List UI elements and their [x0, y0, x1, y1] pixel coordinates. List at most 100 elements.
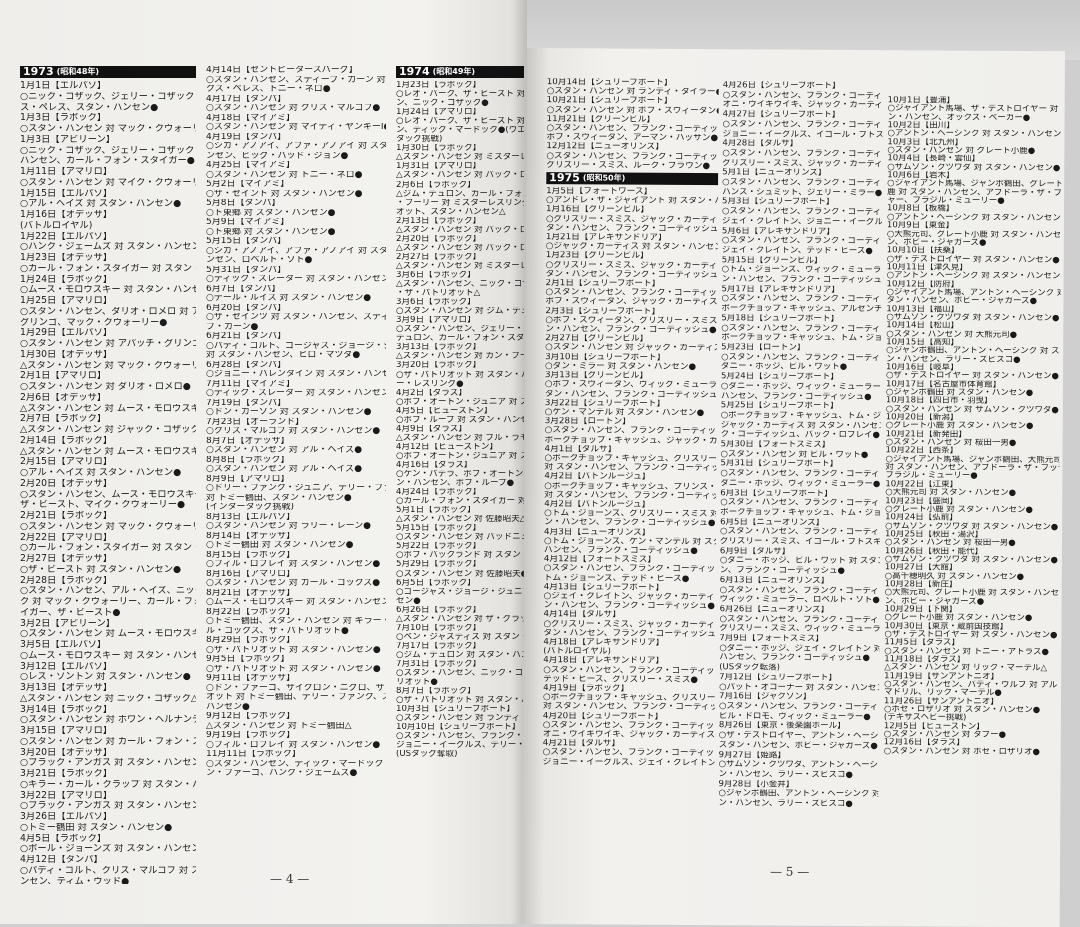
match-result-line: ○スタン・ハンセン 対 ダリオ・ロメロ● — [20, 382, 191, 392]
match-date-venue: 8月22日【ラボック】 — [206, 607, 296, 617]
match-result-line: ザ・ビースト、マイク・クウォーリー● — [20, 500, 186, 511]
page-number: — 5 — — [769, 864, 810, 879]
match-result-line: △スタン・ハンセン 対 バック・ロブレイ△ — [396, 243, 524, 253]
match-date-venue: 2月27日【ラボック】 — [396, 252, 482, 262]
match-result-line: ○スタン・ハンセン 対 ムース・モロウスキー● — [20, 629, 196, 640]
column: 1973 (昭和48年) 1月1日【エルパソ】 ○ニック・コザック、ジェリー・コザック… — [20, 64, 196, 884]
match-result-line: ○ブラック・アンガス 対 スタン・ハンセン● — [20, 801, 196, 812]
match-date-venue: 5月22日【ラボック】 — [396, 542, 482, 552]
match-result-line: ○スタン・ハンセン 対 バッドニュース・アレン● — [396, 533, 524, 543]
match-result-line: ン、ディック・マードック●(ウエスタンステーツ — [396, 126, 524, 136]
match-result-line: ○アル・ヘイズ 対 スタン・ハンセン● — [20, 468, 182, 478]
match-result-line: (USタッグ奪取) — [396, 750, 458, 760]
match-date-venue: 3月5日【エルパソ】 — [20, 640, 107, 650]
match-result-line: △スタン・ハンセン 対 カン・フーリー△ — [396, 352, 524, 362]
match-date-venue: 7月31日【ラボック】 — [396, 660, 482, 669]
match-date-venue: 4月14日【セントピータースバーグ】 — [206, 66, 358, 75]
match-result-line: △スタン・ハンセン、ニック・コザック 対 ミスター — [396, 280, 524, 290]
match-date-venue: 10月10日【シュリーブポート】 — [396, 723, 521, 733]
match-date-venue: 11月11日【ラボック】 — [206, 750, 301, 759]
match-date-venue: 7月11日【マイアミ】 — [206, 379, 295, 389]
match-date-venue: 3月6日【ラボック】 — [396, 298, 476, 308]
match-result-line: ○スタン・ハンセン、ムース・モロウスキー 対 — [20, 489, 196, 500]
match-date-venue: 2月15日【アマリロ】 — [20, 457, 113, 468]
match-date-venue: 8月9日【アマリロ】 — [206, 474, 290, 484]
match-result-line: △スタン・ハンセン 対 バック・ロブレイ△ — [396, 171, 524, 181]
match-date-venue: 8月16日【アマリロ】 — [206, 569, 296, 579]
match-date-venue: 4月5日【ラボック】 — [20, 833, 107, 844]
match-date-venue: 7月17日【ラボック】 — [396, 641, 482, 651]
column: 10月1日【豊浦】 ○ジャイアント馬場、ザ・デストロイヤー 対 スタ ン・ハンセン、… — [883, 96, 1062, 897]
era-label: (昭和50年) — [582, 173, 626, 184]
column: 4月26日【シュリーブポート】○スタン・ハンセン、フランク・ゴーディッシュ 対オ… — [718, 81, 883, 892]
match-result-line: ○スタン・ハンセン、ダリオ・ロメロ 対 アパッチ・ — [20, 306, 196, 317]
match-date-venue: 6月7日【タンパ】 — [206, 284, 281, 294]
match-date-venue: 4月25日【マイアミ】 — [206, 161, 295, 170]
match-result-line: ○ディック・スレーター 対 スタン・ハンセン● — [206, 275, 386, 284]
match-result-line: 対 トミー鶴田、スタン・ハンセン● — [206, 493, 352, 503]
match-result-line: ○スタン・ハンセン 対 マック・クウォーリー● — [20, 521, 196, 532]
match-result-line: △スタン・ハンセン 対 ザ・グラップラー△ — [396, 614, 524, 624]
match-date-venue: 8月14日【オデッサ】 — [206, 531, 296, 541]
match-date-venue: 3月9日【アマリロ】 — [396, 316, 476, 326]
match-result-line: ン・ハンセン、ラリー・ズビスコ● — [718, 799, 853, 810]
match-result-line: ○レオ・バーク、ザ・ビースト 対 スタン・ハンセ — [396, 117, 524, 127]
match-result-line: ○トミー鶴田、スタン・ハンセン 対 キラー・カー — [206, 617, 386, 626]
match-result-line: ○ボール・ジョーンズ 対 スタン・ハンセン● — [20, 844, 196, 855]
match-result-line: ○ザ・パトリオット 対 スタン・ハンセン● — [396, 696, 524, 706]
match-result-line: ○スタン・ハンセン 対 ホワン・ヘルナンデス● — [20, 715, 196, 726]
match-date-venue: 4月17日【タンパ】 — [206, 94, 287, 104]
match-result-line: ○ゴージャス・ジョージ・ジュニア 対 スタン・ハン — [396, 587, 524, 597]
match-result-line: ル・コックス、ザ・パトリオット● — [206, 626, 349, 636]
match-date-venue: 5月15日【ラボック】 — [396, 524, 482, 534]
match-result-line: ○ムース・モロウスキー 対 スタン・ハンセン● — [20, 650, 196, 661]
match-date-venue: 3月13日【オデッサ】 — [20, 683, 113, 693]
match-date-venue: 4月18日【マイアミ】 — [206, 113, 295, 123]
match-result-line: ○ドン・ファーゴ、サイクロン・ニグロ、ザ・パトリ — [206, 683, 386, 693]
match-date-venue: 8月7日【オデッサ】 — [206, 436, 290, 446]
match-date-venue: 8月13日【エルパソ】 — [206, 512, 296, 522]
match-result-line: ・ザ・パトリオット△ — [396, 289, 481, 299]
match-date-venue: 4月12日【タンパ】 — [20, 855, 103, 865]
match-result-line: △スタン・ハンセン 対 トミー鶴田△ — [206, 721, 352, 731]
year-label: 1974 — [399, 65, 430, 79]
match-result-line: ○スタン・ハンセン 対 ホセ・ロザリオ● — [883, 747, 1040, 757]
match-date-venue: 3月6日【ラボック】 — [396, 270, 476, 280]
match-date-venue: 4月12日【ヒューストン】 — [396, 442, 498, 452]
match-result-line: 対 スタン・ハンセン、ヒロ・マツダ● — [206, 351, 361, 360]
match-result-line: ○フィル・ロブレイ 対 スタン・ハンセン● — [206, 740, 381, 750]
match-date-venue: 5月29日【ラボック】 — [396, 560, 482, 570]
match-result-line: クス・ペレス、トニー・ネロ● — [206, 85, 331, 94]
match-result-line: △スタン・ハンセン 対 佐藤昭夫△ — [396, 515, 524, 525]
match-result-line: ○ジム・デュロン 対 スタン・ハンセン● — [396, 650, 524, 660]
match-result-line: ○スタン・ハンセン 対 マック・クウォーリー● — [20, 124, 196, 134]
match-date-venue: 4月19日【タンパ】 — [206, 132, 287, 142]
match-date-venue: 3月26日【エルパソ】 — [20, 812, 113, 822]
match-date-venue: 2月13日【ラボック】 — [396, 216, 482, 226]
match-result-line: ○ベン・ジャスティス 対 スタン・ハンセン● — [396, 632, 524, 642]
match-result-line: ン・ハンセン、ボブ・ループ● — [396, 479, 515, 489]
match-date-venue: 1月31日【アマリロ】 — [396, 162, 482, 172]
match-result-line: ク 対 マック・クウォーリー、カール・フォン・スタ — [20, 597, 196, 607]
match-result-line: △スタン・ハンセン 対 ミスターレスリング△ — [396, 153, 524, 163]
match-result-line: △ジム・デュロン、カール・フォン・スタイガー、ザ — [396, 189, 524, 199]
match-date-venue: 3月20日【オデッサ】 — [20, 747, 113, 758]
match-date-venue: 6月5日【ラボック】 — [396, 578, 476, 588]
match-date-venue: 4月5日【ヒューストン】 — [396, 406, 493, 416]
match-result-line: ○スタン・ハンセン、アル・ヘイズ、ニック・コザッ — [20, 586, 196, 597]
match-result-line: ○キラー・カール・クラップ 対 スタン・ハンセン● — [20, 779, 196, 790]
match-result-line: オット、スタン・ハンセン△ — [396, 207, 506, 217]
match-result-line: イガー、ザ・ビースト● — [20, 607, 121, 618]
match-result-line: ○パディ・コルト、ゴージャス・ジョージ・ジュニア — [206, 341, 386, 351]
year-label: 1975 — [549, 171, 580, 185]
match-result-line: ○ボブ・バックランド 対 スタン・ハンセン● — [396, 551, 524, 561]
era-label: (昭和48年) — [56, 66, 100, 76]
match-result-line: ○スタン・ハンセン 対 ラリー・レーン● — [206, 522, 371, 531]
match-date-venue: 1月15日【エルパソ】 — [20, 188, 113, 199]
match-result-line: ○スタン・ハンセン 対 トニー・ネロ● — [206, 170, 363, 180]
match-result-line: ○スタン・ハンセン 対 ランディ・タイラー● — [396, 714, 524, 724]
match-result-line: ○スタン・ハンセン 対 アパッチ・グリンゴ● — [20, 339, 196, 349]
match-date-venue: 1月23日【オデッサ】 — [20, 253, 113, 263]
match-date-venue: 1月25日【アマリロ】 — [20, 296, 113, 306]
match-date-venue: 2月6日【ラボック】 — [396, 180, 476, 190]
